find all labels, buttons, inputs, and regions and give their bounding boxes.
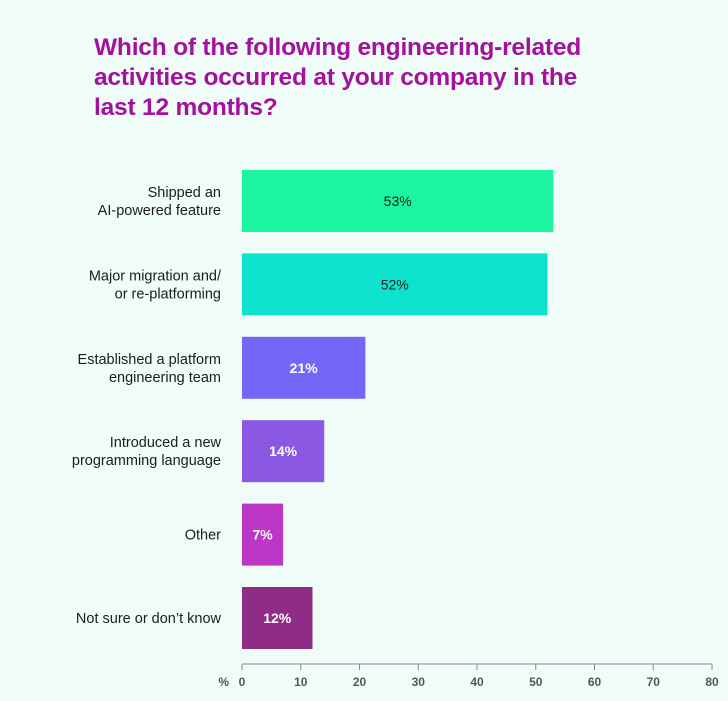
bar-1	[242, 253, 548, 316]
category-label-1-1: or re-platforming	[115, 286, 221, 302]
x-tick-label-60: 60	[588, 675, 602, 689]
x-tick-label-80: 80	[705, 675, 719, 689]
category-label-4-0: Other	[185, 528, 221, 544]
category-label-1-0: Major migration and/	[89, 268, 222, 284]
category-label-2-0: Established a platform	[78, 352, 221, 368]
bar-value-label-5: 12%	[263, 610, 292, 626]
x-tick-label-70: 70	[647, 675, 661, 689]
category-label-3-0: Introduced a new	[110, 435, 222, 451]
bar-value-label-2: 21%	[290, 360, 319, 376]
chart-title: Which of the following engineering-relat…	[94, 34, 582, 121]
category-label-3-1: programming language	[72, 453, 221, 469]
bar-5	[242, 587, 313, 649]
x-axis-label: %	[218, 675, 229, 689]
x-tick-label-40: 40	[470, 675, 484, 689]
bar-value-label-0: 53%	[384, 193, 412, 209]
bar-value-label-3: 14%	[269, 443, 298, 459]
bar-value-label-4: 7%	[252, 527, 273, 543]
category-label-0-1: AI-powered feature	[98, 203, 221, 219]
x-tick-label-10: 10	[294, 675, 308, 689]
bar-value-label-1: 52%	[381, 276, 409, 292]
category-label-0-0: Shipped an	[148, 185, 221, 201]
category-label-2-1: engineering team	[109, 370, 221, 386]
x-tick-label-30: 30	[412, 675, 426, 689]
bar-3	[242, 420, 325, 483]
x-tick-label-20: 20	[353, 675, 367, 689]
x-tick-label-50: 50	[529, 675, 543, 689]
category-label-5-0: Not sure or don’t know	[76, 611, 222, 627]
bar-0	[242, 170, 554, 232]
bar-4	[242, 503, 284, 566]
x-tick-label-0: 0	[239, 675, 246, 689]
bar-2	[242, 336, 366, 399]
